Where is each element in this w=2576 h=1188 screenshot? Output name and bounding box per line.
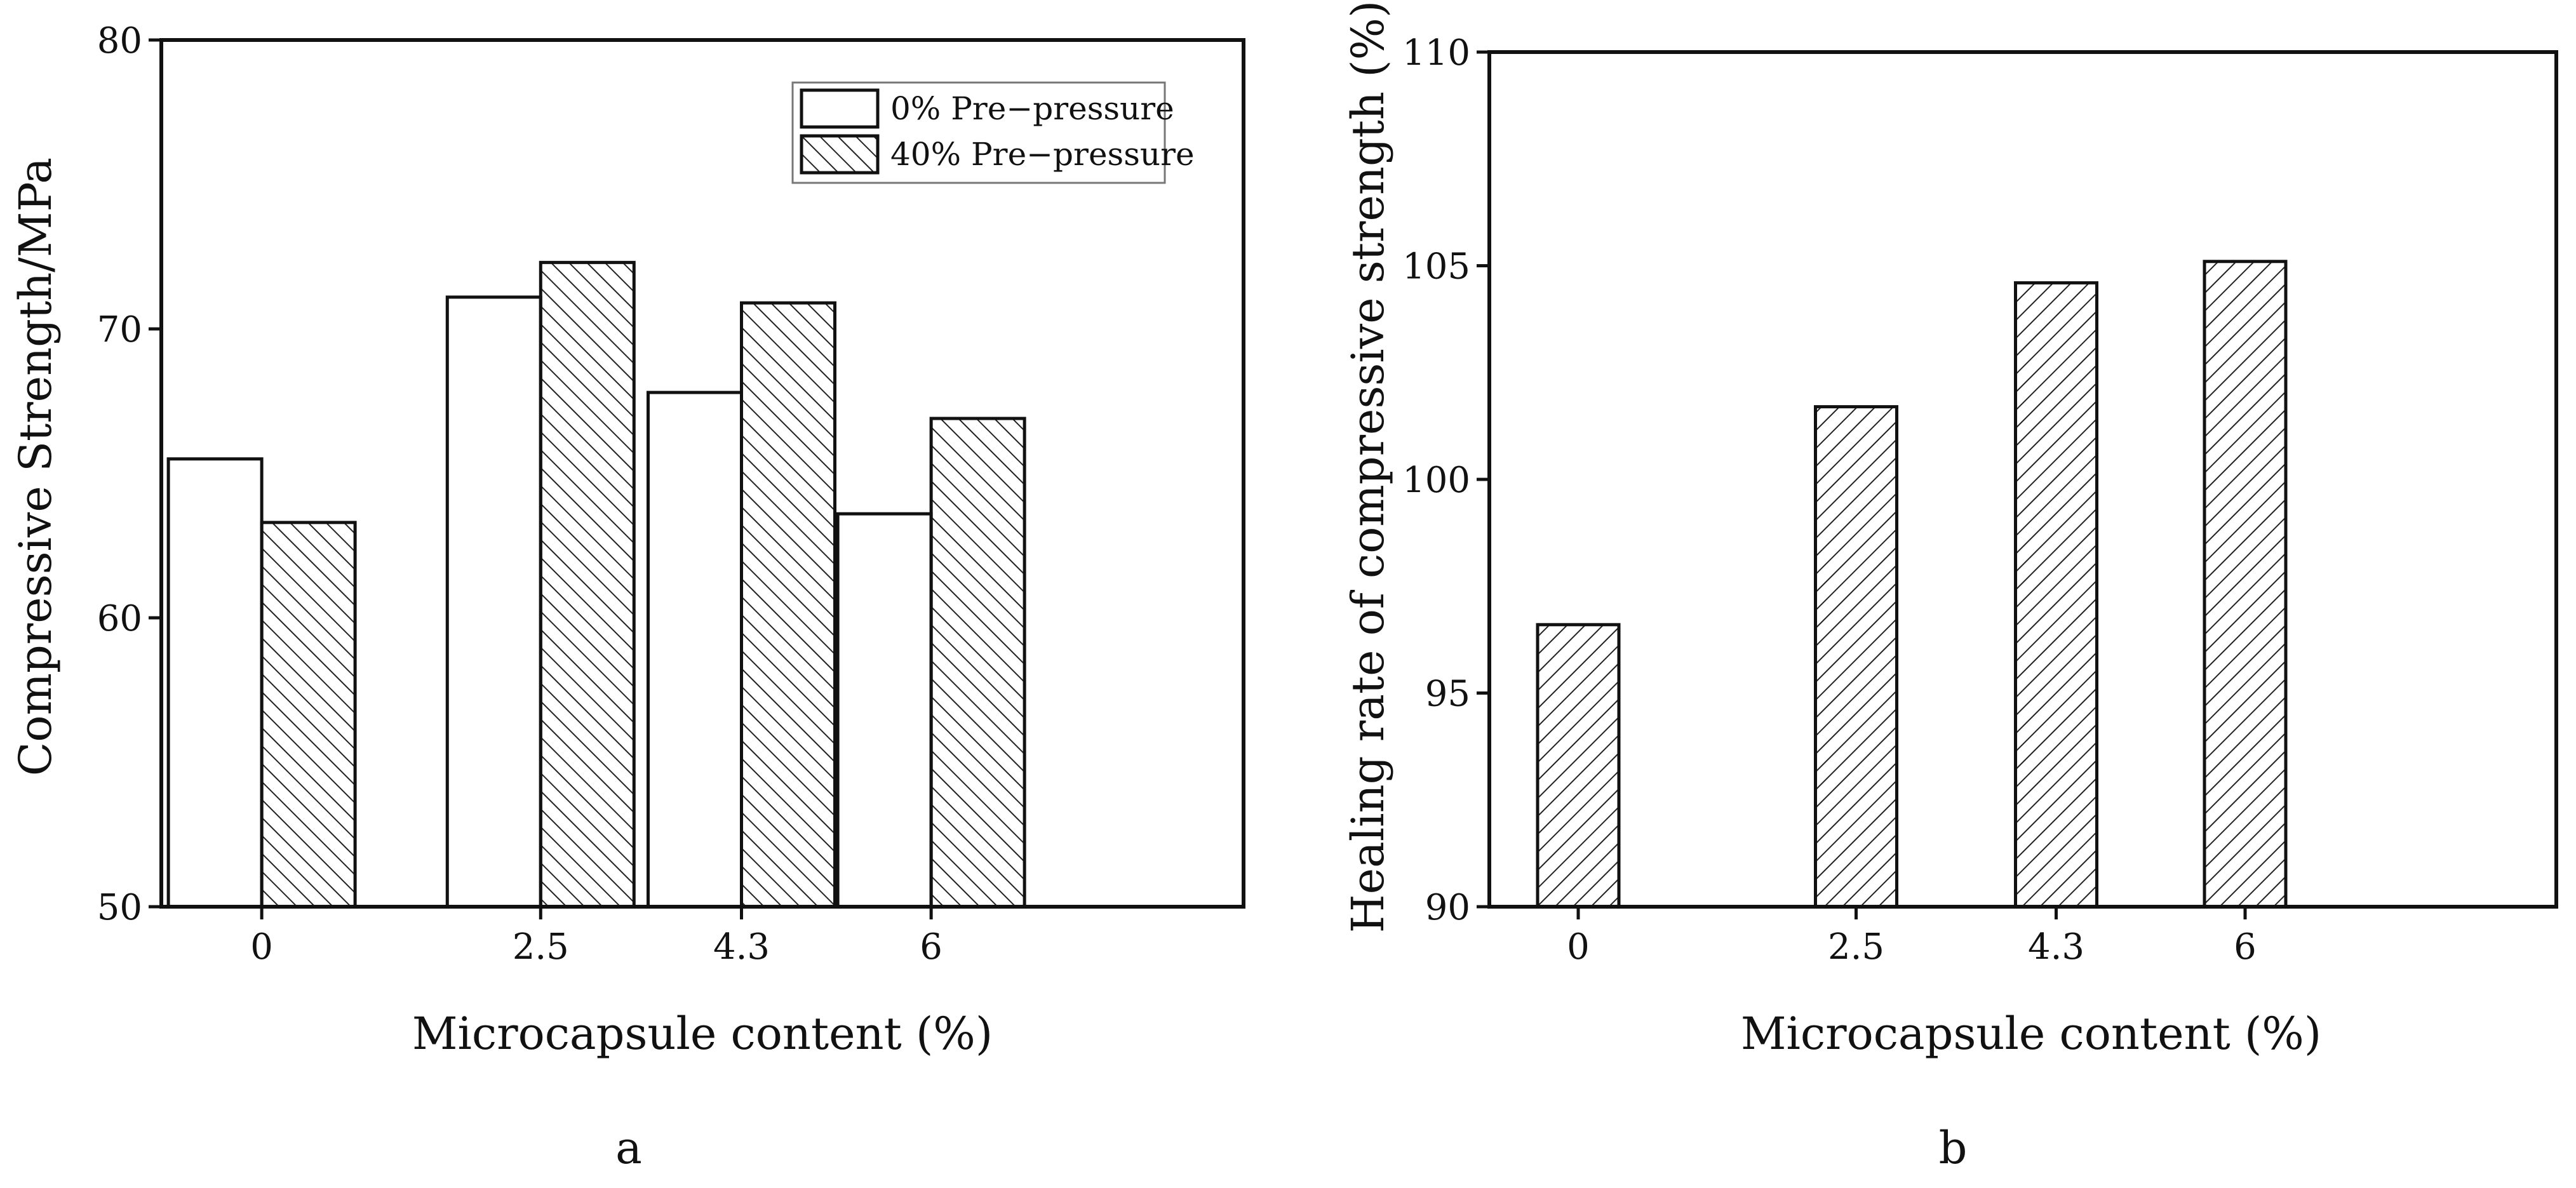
bar-a-s1-4.3 [739,301,836,909]
bar-a-s0-4.3 [646,390,743,909]
x-tick-label-a-2.5: 2.5 [513,926,569,968]
y-tick-label-b-90: 90 [1425,887,1470,928]
chart-a-x-axis-title: Microcapsule content (%) [412,1008,993,1060]
bar-b-s0-0 [1536,623,1621,909]
legend-swatch-40-pre-pressure [800,134,880,175]
x-tick-label-a-0: 0 [250,926,273,968]
y-tick-label-b-110: 110 [1402,32,1470,74]
legend-label-40-pre-pressure: 40% Pre−pressure [890,136,1195,173]
chart-b-x-axis-title: Microcapsule content (%) [1741,1008,2321,1060]
bar-a-s1-6 [929,417,1026,909]
bar-a-s0-0 [166,457,264,909]
y-tick-label-b-100: 100 [1402,460,1470,501]
chart-b-ticks: 90 95 100 105 110 0 2.5 4.3 6 [1402,32,2257,968]
x-tick-label-b-0: 0 [1567,926,1590,968]
x-tick-label-b-2.5: 2.5 [1828,926,1884,968]
chart-b-y-axis-title: Healing rate of compressive strength (%) [1342,1,1394,933]
legend-swatch-0-pre-pressure [800,88,880,129]
bar-b-s0-6 [2203,260,2288,909]
x-tick-label-b-4.3: 4.3 [2028,926,2084,968]
bar-a-s1-0 [260,521,357,909]
chart-a: 50 60 70 80 0 2.5 4.3 6 Microcapsule content (%… [10,20,1245,1174]
bar-b-s0-4.3 [2014,281,2098,909]
legend-label-0-pre-pressure: 0% Pre−pressure [890,90,1174,127]
chart-a-ticks: 50 60 70 80 0 2.5 4.3 6 [97,20,943,968]
bar-a-s1-2.5 [539,260,636,909]
y-tick-label-b-95: 95 [1425,674,1470,715]
bar-a-s0-6 [836,512,933,909]
y-tick-label-b-105: 105 [1402,246,1470,288]
y-tick-label-a-70: 70 [97,309,142,350]
chart-a-frame [159,38,1245,909]
chart-b-bars [1536,260,2288,909]
chart-b: 90 95 100 105 110 0 2.5 4.3 6 Microcapsule conte… [1342,1,2558,1174]
x-tick-label-a-6: 6 [920,926,943,968]
x-tick-label-a-4.3: 4.3 [713,926,770,968]
chart-a-panel-label: a [615,1122,642,1174]
x-tick-label-b-6: 6 [2234,926,2257,968]
y-tick-label-a-60: 60 [97,598,142,639]
chart-b-panel-label: b [1939,1122,1968,1174]
chart-a-bars [166,260,1026,909]
bar-a-s0-2.5 [445,295,542,909]
y-tick-label-a-50: 50 [97,887,142,928]
y-tick-label-a-80: 80 [97,20,142,62]
chart-a-y-axis-title: Compressive Strength/MPa [10,157,62,776]
chart-a-legend: 0% Pre−pressure 40% Pre−pressure [791,81,1195,184]
bar-b-s0-2.5 [1814,405,1898,909]
